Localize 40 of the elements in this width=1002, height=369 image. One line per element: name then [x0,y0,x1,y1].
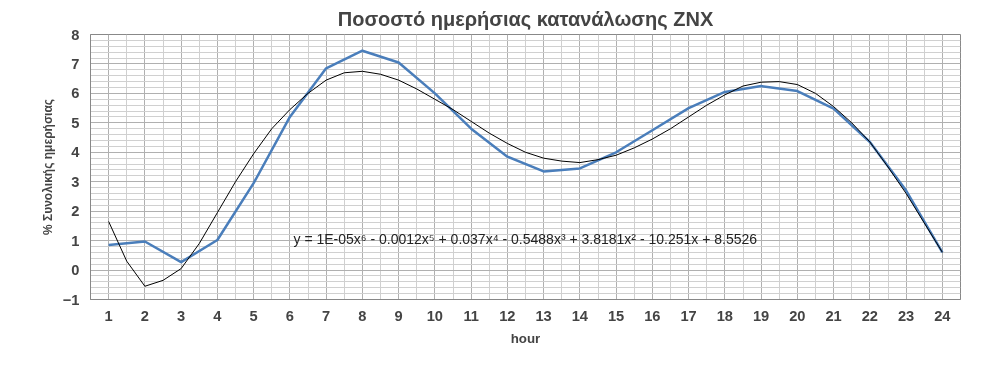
x-tick-label: 6 [285,307,294,324]
x-tick-label: 9 [394,307,403,324]
y-tick-label: 5 [71,114,80,131]
x-tick-label: 23 [897,307,915,324]
x-tick-label: 18 [716,307,734,324]
x-tick-label: 12 [499,307,516,324]
y-tick-label: 1 [71,232,80,249]
x-tick-label: 1 [104,307,113,324]
x-tick-label: 13 [535,307,552,324]
x-tick-label: 19 [752,307,770,324]
x-tick-label: 7 [322,307,331,324]
line-series [108,70,943,287]
y-tick-label: 8 [71,26,80,43]
y-axis-title: % Συνολικής ημερήσιας [40,98,55,236]
x-tick-label: 17 [680,307,697,324]
y-tick-label: 6 [71,85,80,102]
x-tick-label: 8 [358,307,367,324]
line-series [107,49,944,264]
x-tick-label: 21 [825,307,842,324]
x-tick-label: 15 [607,307,625,324]
y-tick-label: 3 [71,173,80,190]
x-tick-label: 3 [177,307,186,324]
x-tick-label: 20 [789,307,806,324]
x-tick-label: 14 [571,307,589,324]
x-tick-label: 11 [463,307,479,324]
y-tick-label: 2 [71,203,80,220]
x-tick-label: 2 [140,307,149,324]
y-tick-label: −1 [62,291,80,308]
annotation: y = 1E-05x⁶ - 0.0012x⁵ + 0.037x⁴ - 0.5488x³ + 3.8181x² - 10.251x + 8.5526 [293,230,758,247]
x-tick-label: 24 [934,307,952,324]
y-tick-label: 0 [71,262,80,279]
y-tick-label: 7 [71,55,80,72]
y-tick-label: 4 [71,144,81,161]
x-tick-label: 4 [213,307,223,324]
x-tick-label: 5 [249,307,258,324]
x-tick-label: 22 [861,307,879,324]
x-axis-title: hour [510,330,541,346]
chart-title: Ποσοστό ημερήσιας κατανάλωσης ZNX [337,7,714,30]
x-tick-label: 16 [644,307,661,324]
x-tick-label: 10 [426,307,444,324]
